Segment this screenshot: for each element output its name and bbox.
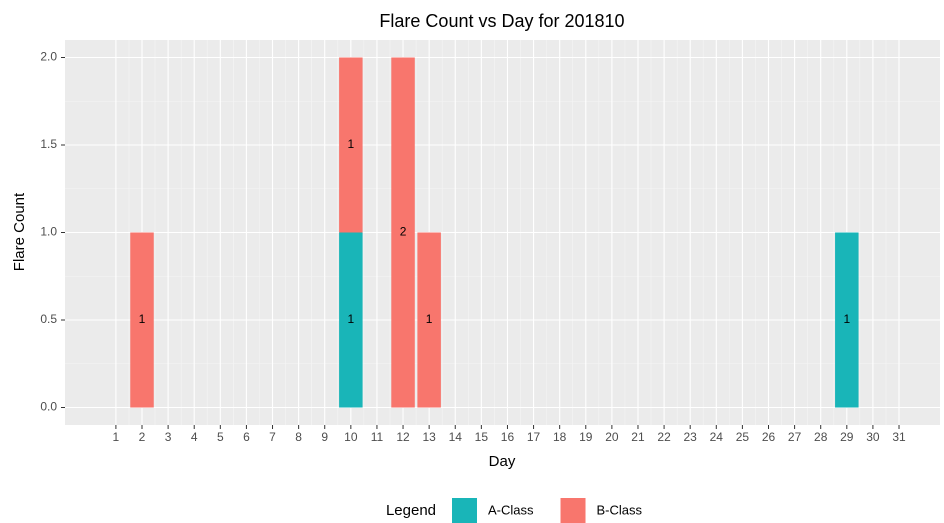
- bar: [339, 232, 363, 408]
- data-label: 1: [426, 312, 433, 326]
- y-tick-label: 1.0: [40, 225, 57, 239]
- x-axis-title: Day: [489, 453, 516, 470]
- x-tick-label: 11: [371, 430, 384, 444]
- data-label: 2: [400, 225, 407, 239]
- x-tick-label: 28: [814, 430, 828, 444]
- x-tick-label: 4: [191, 430, 198, 444]
- x-tick-label: 26: [762, 430, 776, 444]
- bar: [391, 57, 415, 408]
- y-tick-label: 1.5: [40, 137, 57, 151]
- x-tick-label: 25: [736, 430, 750, 444]
- x-tick-label: 6: [243, 430, 250, 444]
- data-label: 1: [843, 312, 850, 326]
- x-tick-label: 8: [295, 430, 302, 444]
- legend-title: Legend: [386, 502, 436, 519]
- x-tick-label: 29: [840, 430, 854, 444]
- y-axis-title: Flare Count: [11, 192, 28, 271]
- x-tick-label: 30: [866, 430, 880, 444]
- x-tick-label: 5: [217, 430, 224, 444]
- x-tick-label: 9: [321, 430, 328, 444]
- x-tick-label: 2: [139, 430, 146, 444]
- x-tick-label: 31: [892, 430, 906, 444]
- x-tick-label: 20: [605, 430, 619, 444]
- data-label: 1: [139, 312, 146, 326]
- y-tick-label: 0.5: [40, 312, 57, 326]
- x-tick-label: 23: [684, 430, 698, 444]
- x-tick-label: 19: [579, 430, 593, 444]
- x-tick-label: 14: [449, 430, 463, 444]
- bar: [339, 57, 363, 233]
- y-tick-label: 2.0: [40, 50, 57, 64]
- x-tick-label: 16: [501, 430, 515, 444]
- x-tick-label: 3: [165, 430, 172, 444]
- bar: [130, 232, 154, 408]
- legend-label: B-Class: [597, 502, 643, 517]
- legend-swatch: [452, 498, 477, 523]
- x-tick-label: 22: [657, 430, 671, 444]
- x-tick-label: 15: [475, 430, 489, 444]
- x-tick-label: 21: [631, 430, 645, 444]
- x-tick-label: 17: [527, 430, 541, 444]
- chart-title: Flare Count vs Day for 201810: [379, 11, 624, 31]
- data-label: 1: [347, 137, 354, 151]
- legend-swatch: [560, 498, 586, 523]
- bar: [417, 232, 441, 408]
- x-tick-label: 7: [269, 430, 276, 444]
- bar: [835, 232, 859, 408]
- x-tick-label: 10: [344, 430, 358, 444]
- x-tick-label: 24: [710, 430, 724, 444]
- x-tick-label: 27: [788, 430, 802, 444]
- x-tick-label: 18: [553, 430, 567, 444]
- y-tick-label: 0.0: [40, 400, 57, 414]
- x-tick-label: 12: [396, 430, 410, 444]
- x-tick-label: 13: [422, 430, 436, 444]
- data-label: 1: [347, 312, 354, 326]
- x-tick-label: 1: [113, 430, 120, 444]
- legend-label: A-Class: [488, 502, 534, 517]
